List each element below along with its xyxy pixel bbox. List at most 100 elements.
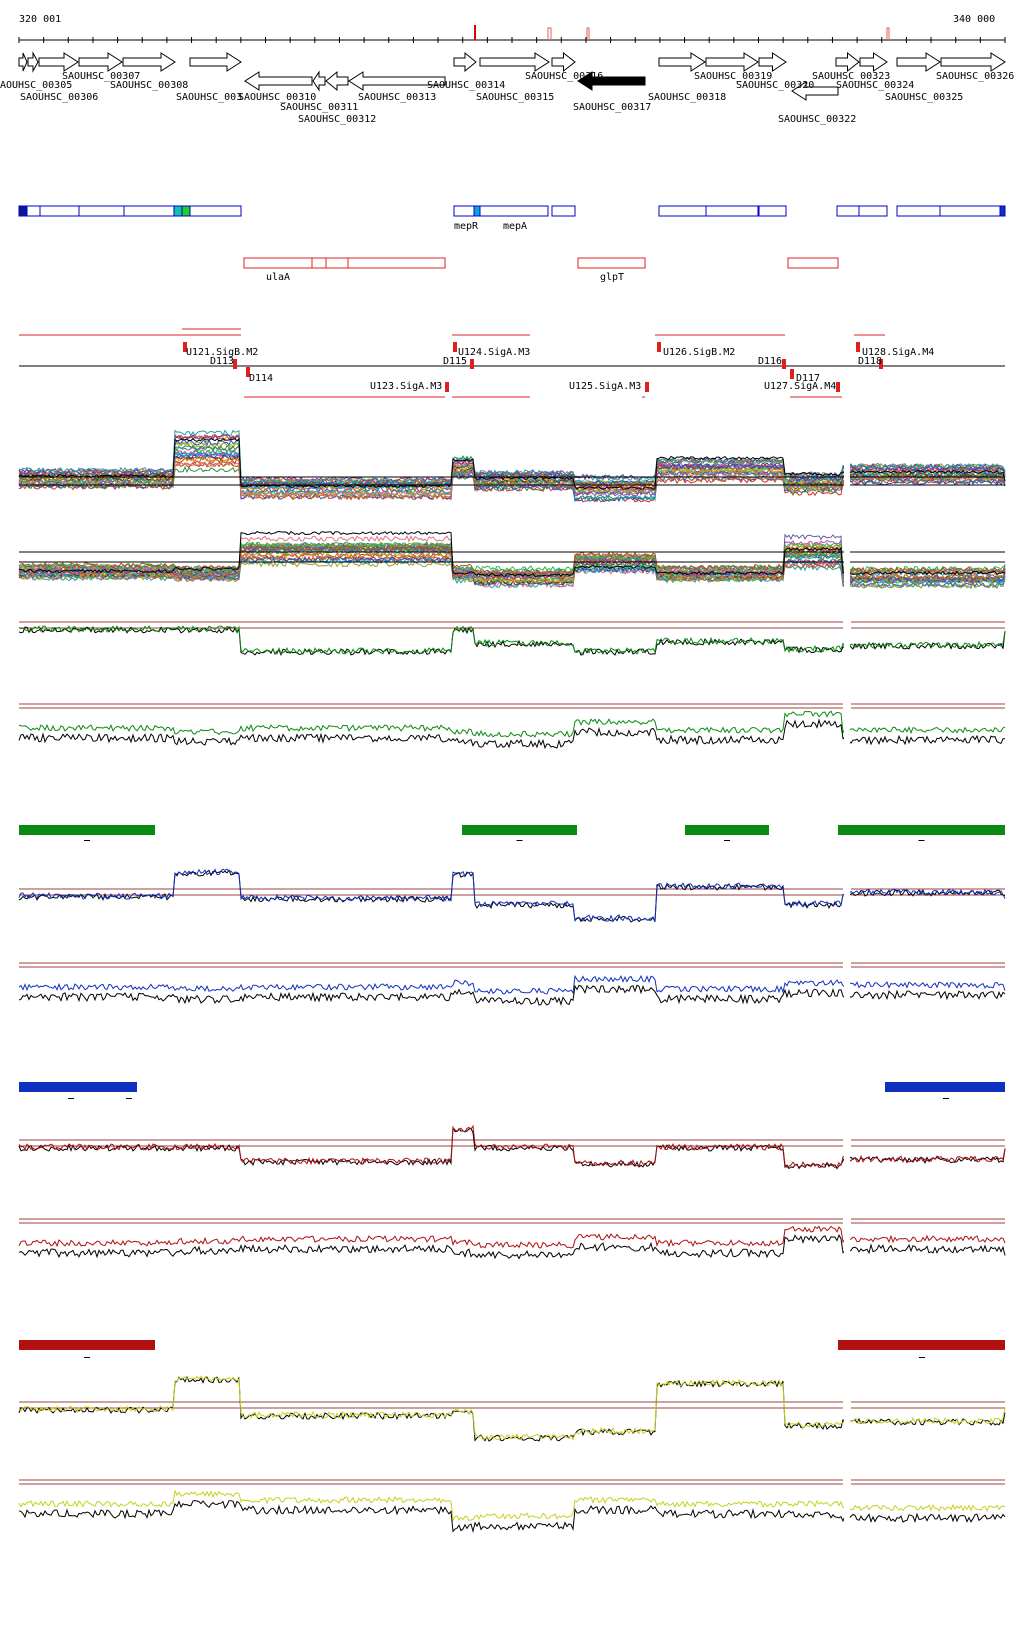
gene-label: SAOUHSC_00319	[694, 71, 772, 82]
tu-marker	[856, 342, 860, 352]
tu-label: U124.SigA.M3	[458, 347, 530, 358]
gene-arrow-icon	[312, 70, 326, 92]
bar-tick	[724, 840, 730, 841]
bar-tick	[84, 840, 90, 841]
annotation-box	[787, 257, 839, 269]
gene-label: SAOUHSC_00311	[280, 102, 358, 113]
tu-label: U125.SigA.M3	[569, 381, 641, 392]
expression-line	[18, 624, 1006, 656]
gene-arrow-icon	[38, 52, 79, 72]
gap	[844, 1390, 850, 1540]
expression-line	[18, 710, 1006, 738]
tu-label: D117	[796, 373, 820, 384]
expression-line	[18, 440, 1006, 486]
annotation-box	[78, 205, 125, 217]
gene-track: AOUHSC_00305 SAOUHSC_00306 SAOUHSC_00307…	[0, 51, 1014, 125]
gene-label: SAOUHSC_00320	[736, 80, 814, 91]
signal-bar	[685, 825, 769, 835]
gene-label: SAOUHSC_00307	[62, 71, 140, 82]
gene-arrow-icon	[896, 52, 941, 72]
gene-arrow-icon	[189, 52, 242, 72]
annotation-box	[243, 257, 313, 269]
signal-bar	[19, 1082, 137, 1092]
tu-marker	[445, 382, 449, 392]
gene-arrow-icon	[27, 51, 39, 73]
gene-label-mepA: mepA	[503, 221, 527, 232]
expression-line	[18, 1234, 1006, 1260]
tu-label: D116	[758, 356, 782, 367]
annotation-box	[896, 205, 941, 217]
transcription-unit-track: U121.SigB.M2 D113 D114 U123.SigA.M3 D115…	[19, 328, 1005, 398]
expression-line	[18, 1124, 1006, 1169]
tu-marker	[183, 342, 187, 352]
signal-bar	[838, 825, 1005, 835]
gene-label: SAOUHSC_00316	[525, 71, 603, 82]
gap	[844, 530, 850, 600]
annotation-box	[478, 205, 549, 217]
expression-line	[18, 530, 1006, 578]
gene-label: SAOUHSC_00312	[298, 114, 376, 125]
gap	[844, 445, 850, 510]
annotation-box	[939, 205, 1006, 217]
bar-tick	[918, 840, 925, 841]
expression-line	[18, 429, 1006, 485]
gene-label: SAOUHSC_00322	[778, 114, 856, 125]
tu-marker	[453, 342, 457, 352]
signal-bar	[462, 825, 577, 835]
ruler-track	[18, 25, 1006, 43]
tu-label: U121.SigB.M2	[186, 347, 258, 358]
expression-line	[18, 437, 1006, 490]
tu-marker	[246, 367, 250, 377]
gene-arrow-icon	[325, 70, 349, 92]
end-coordinate: 340 000	[953, 14, 996, 25]
start-coordinate: 320 001	[19, 14, 62, 25]
tu-marker	[879, 359, 883, 369]
annotation-box	[551, 205, 576, 217]
annotation-box	[39, 205, 80, 217]
expression-tracks	[18, 429, 1006, 1540]
gene-label: SAOUHSC_00325	[885, 92, 963, 103]
annotation-box	[705, 205, 759, 217]
gene-label: SAOUHSC_00314	[427, 80, 505, 91]
annotation-box	[658, 205, 707, 217]
gene-arrow-icon	[658, 52, 706, 72]
signal-bar	[19, 1340, 155, 1350]
gene-arrow-icon	[18, 52, 28, 72]
gene-label: SAOUHSC_00310	[238, 92, 316, 103]
gene-label: SAOUHSC_00318	[648, 92, 726, 103]
tu-label: D118	[858, 356, 882, 367]
signal-bar	[885, 1082, 1005, 1092]
bar-tick	[943, 1098, 949, 1099]
gene-label: SAOUHSC_00324	[836, 80, 914, 91]
bar-tick	[516, 840, 523, 841]
gene-label: SAOUHSC_00313	[358, 92, 436, 103]
tu-label: U123.SigA.M3	[370, 381, 442, 392]
gap	[844, 1130, 850, 1265]
gene-label-ulaA: ulaA	[266, 272, 290, 283]
tu-marker	[233, 359, 237, 369]
expression-line	[18, 974, 1006, 995]
ruler-marker	[886, 27, 890, 40]
expression-line	[18, 868, 1006, 922]
gene-label: SAOUHSC_00323	[812, 71, 890, 82]
annotation-box	[347, 257, 446, 269]
gap	[844, 870, 850, 1010]
gene-arrow	[18, 51, 1006, 101]
signal-bar	[838, 1340, 1005, 1350]
ruler-marker	[586, 27, 590, 40]
ruler-marker	[547, 27, 552, 40]
tu-marker	[470, 359, 474, 369]
expression-line	[18, 540, 1006, 573]
tu-marker	[782, 359, 786, 369]
tu-marker	[645, 382, 649, 392]
gene-label: SAOUHSC_00326	[936, 71, 1014, 82]
expression-line	[18, 1500, 1006, 1534]
expression-line	[18, 1375, 1006, 1442]
gene-arrow-icon	[479, 52, 550, 72]
gene-arrow-icon	[78, 52, 123, 72]
gene-label-mepR: mepR	[454, 221, 479, 232]
gene-arrow-icon	[551, 51, 576, 73]
bar-tick	[68, 1098, 74, 1099]
